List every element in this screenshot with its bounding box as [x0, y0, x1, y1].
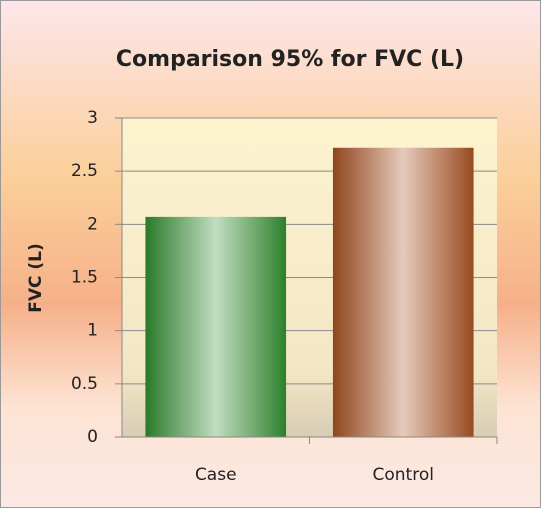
y-tick-label: 0.5 — [71, 374, 98, 394]
bar — [332, 147, 474, 438]
y-tick-label: 1.5 — [71, 268, 98, 288]
y-tick-label: 3 — [87, 108, 98, 128]
x-tick-label: Case — [195, 465, 237, 485]
y-axis-label: FVC (L) — [26, 243, 46, 313]
bar — [145, 216, 287, 437]
chart-title: Comparison 95% for FVC (L) — [116, 47, 464, 72]
y-tick-label: 2 — [87, 214, 98, 234]
y-tick-label: 1 — [87, 321, 98, 341]
y-tick-label: 2.5 — [71, 161, 98, 181]
x-tick-label: Control — [373, 465, 434, 485]
y-tick-label: 0 — [87, 427, 98, 447]
